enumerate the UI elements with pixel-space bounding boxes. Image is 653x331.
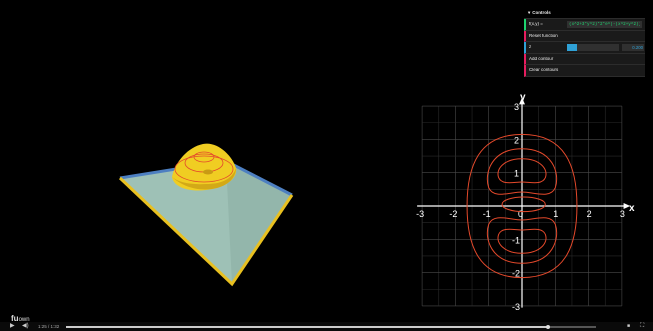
plot-grid (421, 105, 623, 307)
contour-curve (486, 148, 558, 195)
collapse-triangle-icon: ▾ (528, 9, 531, 15)
reset-function-label: Reset function (529, 33, 558, 38)
time-display: 1:25 / 1:32 (38, 324, 60, 329)
x-tick-label: 2 (587, 209, 592, 219)
add-contour-label: Add contour (529, 56, 554, 61)
surface-contour-ring (193, 151, 215, 163)
seek-bar[interactable] (66, 324, 596, 329)
y-tick-label: 2 (514, 135, 519, 145)
seek-bar-handle[interactable] (546, 324, 551, 329)
x-tick-label: -3 (416, 209, 424, 219)
brand-logo: fuown (11, 314, 30, 323)
contour-curve (501, 196, 546, 213)
contour-curve (486, 217, 558, 264)
x-tick-label: 1 (553, 209, 558, 219)
x-tick-label: 3 (620, 209, 625, 219)
add-contour-button[interactable]: Add contour (524, 53, 645, 65)
surface-bump-shadow (172, 168, 236, 190)
plot-axes (417, 97, 631, 308)
surface-contour-ring (174, 155, 234, 183)
volume-icon[interactable]: ◀) (22, 323, 29, 329)
reset-function-button[interactable]: Reset function (524, 30, 645, 42)
y-tick-label: 1 (514, 169, 519, 179)
z-row: z (524, 42, 645, 54)
x-tick-label: -1 (483, 209, 491, 219)
y-axis-label: y (520, 92, 526, 103)
controls-title-text: Controls (532, 9, 551, 15)
settings-icon[interactable]: ■ (627, 323, 631, 329)
plot-contours (466, 133, 578, 279)
surface-plane-shade (226, 161, 292, 284)
surface-dimple (203, 169, 213, 175)
play-icon[interactable]: ▶ (10, 323, 15, 329)
y-tick-label: -2 (512, 269, 520, 279)
clear-contours-button[interactable]: Clear contours (524, 65, 645, 77)
function-input[interactable] (567, 20, 642, 28)
seek-bar-fill (66, 326, 549, 328)
surface-bump (172, 143, 237, 191)
x-axis-label: x (629, 203, 635, 214)
z-slider-fill (567, 43, 578, 51)
fullscreen-icon[interactable]: ⛶ (640, 323, 645, 329)
x-axis-arrow-icon (623, 203, 631, 209)
video-player-bar: ▶ ◀) 1:25 / 1:32 ■ ⛶ (0, 322, 653, 331)
contour-curve (497, 228, 547, 254)
z-label: z (529, 45, 532, 49)
x-tick-label: 0 (518, 209, 523, 219)
plot-tick-labels: -3 -2 -1 0 1 2 3 -3 -2 -1 1 2 3 (416, 102, 625, 312)
y-tick-label: -1 (512, 235, 520, 245)
surface-edge-front (118, 176, 294, 287)
z-value-input[interactable] (622, 43, 644, 51)
function-label: f(x,y) = (529, 22, 543, 26)
function-row: f(x,y) = (524, 19, 645, 31)
z-slider[interactable] (567, 43, 619, 51)
y-tick-label: 3 (514, 102, 519, 112)
y-tick-label: -3 (512, 302, 520, 312)
contour-curve (497, 158, 547, 184)
controls-title[interactable]: ▾ Controls (524, 8, 645, 19)
clear-contours-label: Clear contours (529, 68, 559, 72)
controls-panel: ▾ Controls f(x,y) = Reset function z Add… (524, 8, 645, 77)
contour-curve (466, 133, 578, 279)
y-axis-arrow-icon (519, 97, 525, 105)
x-tick-label: -2 (449, 209, 457, 219)
